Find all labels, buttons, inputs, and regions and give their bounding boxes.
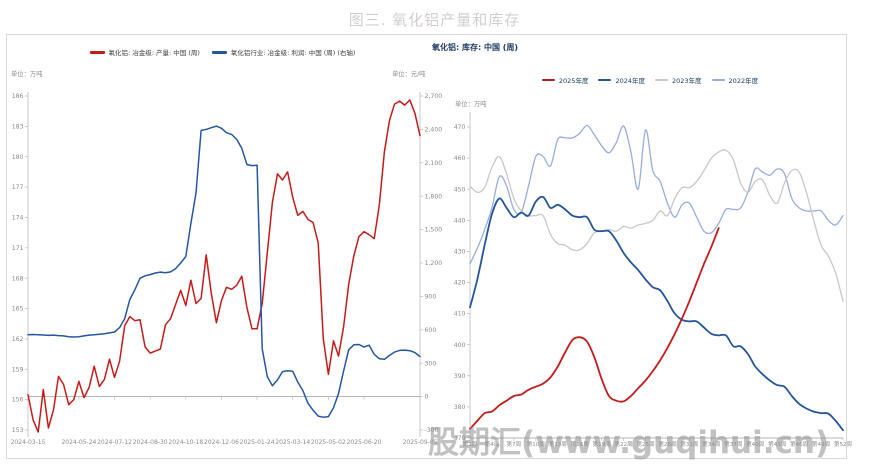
- svg-text:165: 165: [12, 306, 24, 313]
- legend-label: 2022年度: [728, 77, 759, 85]
- svg-text:300: 300: [425, 360, 437, 367]
- svg-text:900: 900: [425, 294, 437, 301]
- inventory-chart-title: 氧化铝: 库存: 中国 (周): [432, 43, 519, 52]
- svg-text:410: 410: [454, 311, 466, 318]
- svg-text:470: 470: [454, 124, 466, 131]
- svg-text:2024-12-06: 2024-12-06: [204, 439, 239, 446]
- legend-item-2024: 2024年度: [598, 75, 645, 85]
- svg-text:380: 380: [454, 404, 466, 411]
- svg-text:第16周: 第16周: [571, 440, 589, 448]
- svg-text:180: 180: [12, 154, 24, 161]
- inventory-axis-unit: 单位：万吨: [455, 101, 487, 108]
- svg-text:370: 370: [454, 435, 466, 442]
- svg-text:2025-06-20: 2025-06-20: [347, 439, 382, 446]
- svg-text:171: 171: [12, 245, 24, 252]
- svg-text:第25周: 第25周: [636, 440, 654, 448]
- svg-text:440: 440: [454, 217, 466, 224]
- svg-text:2024-07-12: 2024-07-12: [97, 439, 132, 446]
- svg-text:第34周: 第34周: [702, 440, 720, 448]
- legend-label: 氧化铝: 冶金级: 产量: 中国 (周): [108, 49, 200, 57]
- svg-text:159: 159: [12, 366, 24, 373]
- svg-text:1,500: 1,500: [425, 227, 443, 234]
- svg-text:2,100: 2,100: [425, 160, 443, 167]
- year-2023-swatch: [655, 78, 668, 82]
- legend-label: 氧化铝行业: 冶金级: 利润: 中国 (周) (右轴): [230, 49, 356, 57]
- production-line-swatch: [89, 50, 105, 54]
- svg-text:183: 183: [12, 123, 24, 130]
- year-2025-swatch: [541, 78, 555, 82]
- svg-text:162: 162: [12, 336, 24, 343]
- svg-text:第7周: 第7周: [507, 440, 522, 448]
- svg-text:2,700: 2,700: [425, 93, 443, 100]
- right-axis-unit: 单位：元/吨: [392, 71, 426, 78]
- svg-text:第31周: 第31周: [680, 440, 698, 448]
- svg-text:第19周: 第19周: [592, 440, 610, 448]
- svg-text:第1周: 第1周: [463, 440, 478, 448]
- inventory-chart-canvas: 470460450440430420410400390380370第1周 第4周第…: [454, 112, 852, 448]
- svg-text:2025-03-14: 2025-03-14: [275, 439, 310, 446]
- svg-text:2,400: 2,400: [425, 127, 443, 134]
- svg-text:第52周: 第52周: [834, 440, 852, 448]
- chart-panel: [6, 34, 847, 459]
- left-chart-legend: 氧化铝: 冶金级: 产量: 中国 (周) 氧化铝行业: 冶金级: 利润: 中国 …: [0, 47, 445, 57]
- svg-text:2024-05-24: 2024-05-24: [61, 439, 96, 446]
- svg-text:2025-01-24: 2025-01-24: [240, 439, 275, 446]
- svg-text:153: 153: [12, 427, 24, 434]
- year-2022-swatch: [711, 78, 725, 82]
- legend-label: 2024年度: [615, 77, 645, 85]
- year-2024-swatch: [598, 78, 612, 82]
- svg-text:2025-09-05: 2025-09-05: [403, 439, 438, 446]
- profit-line-swatch: [211, 50, 227, 54]
- svg-text:600: 600: [425, 327, 437, 334]
- svg-text:第46周: 第46周: [790, 440, 808, 448]
- svg-text:2024-10-18: 2024-10-18: [168, 439, 203, 446]
- left-axis-unit: 单位：万吨: [11, 71, 43, 78]
- legend-item-2025: 2025年度: [541, 75, 589, 85]
- svg-text:390: 390: [454, 373, 466, 380]
- svg-text:第28周: 第28周: [658, 440, 676, 448]
- svg-text:174: 174: [12, 215, 24, 222]
- svg-text:第22周: 第22周: [614, 440, 632, 448]
- svg-text:第43周: 第43周: [768, 440, 786, 448]
- svg-text:第37周: 第37周: [724, 440, 742, 448]
- svg-text:第49周: 第49周: [812, 440, 830, 448]
- svg-text:460: 460: [454, 155, 466, 162]
- svg-text:168: 168: [12, 275, 24, 282]
- svg-text:420: 420: [454, 280, 466, 287]
- svg-text:第40周: 第40周: [746, 440, 764, 448]
- svg-text:第13周: 第13周: [549, 440, 567, 448]
- svg-text:2024-03-15: 2024-03-15: [11, 439, 46, 446]
- legend-label: 2025年度: [558, 77, 589, 85]
- svg-text:1,200: 1,200: [425, 260, 443, 267]
- svg-text:156: 156: [12, 397, 24, 404]
- right-chart-legend: 2025年度 2024年度 2023年度 2022年度: [450, 75, 850, 85]
- svg-text:177: 177: [12, 184, 24, 191]
- svg-text:400: 400: [454, 342, 466, 349]
- legend-item-production: 氧化铝: 冶金级: 产量: 中国 (周): [89, 47, 200, 57]
- watermark: 股期汇(www.guqihui.cn): [428, 425, 830, 461]
- svg-text:450: 450: [454, 186, 466, 193]
- svg-text:第4周: 第4周: [485, 440, 500, 448]
- svg-text:0: 0: [425, 394, 429, 401]
- legend-item-profit: 氧化铝行业: 冶金级: 利润: 中国 (周) (右轴): [211, 47, 356, 57]
- svg-text:第10周: 第10周: [527, 440, 545, 448]
- legend-item-2022: 2022年度: [711, 75, 759, 85]
- svg-text:1,800: 1,800: [425, 193, 443, 200]
- production-profit-chart-canvas: 186 183 180 177 174 171 168 165 162 159 156 153 2,70…: [11, 92, 443, 446]
- svg-text:2024-08-30: 2024-08-30: [133, 439, 168, 446]
- svg-text:186: 186: [12, 93, 24, 100]
- page-title: 图三. 氧化铝产量和库存: [348, 11, 521, 29]
- svg-text:2025-05-02: 2025-05-02: [311, 439, 346, 446]
- legend-item-2023: 2023年度: [655, 75, 702, 85]
- svg-text:430: 430: [454, 249, 466, 256]
- svg-text:-300: -300: [425, 427, 439, 434]
- legend-label: 2023年度: [672, 77, 702, 85]
